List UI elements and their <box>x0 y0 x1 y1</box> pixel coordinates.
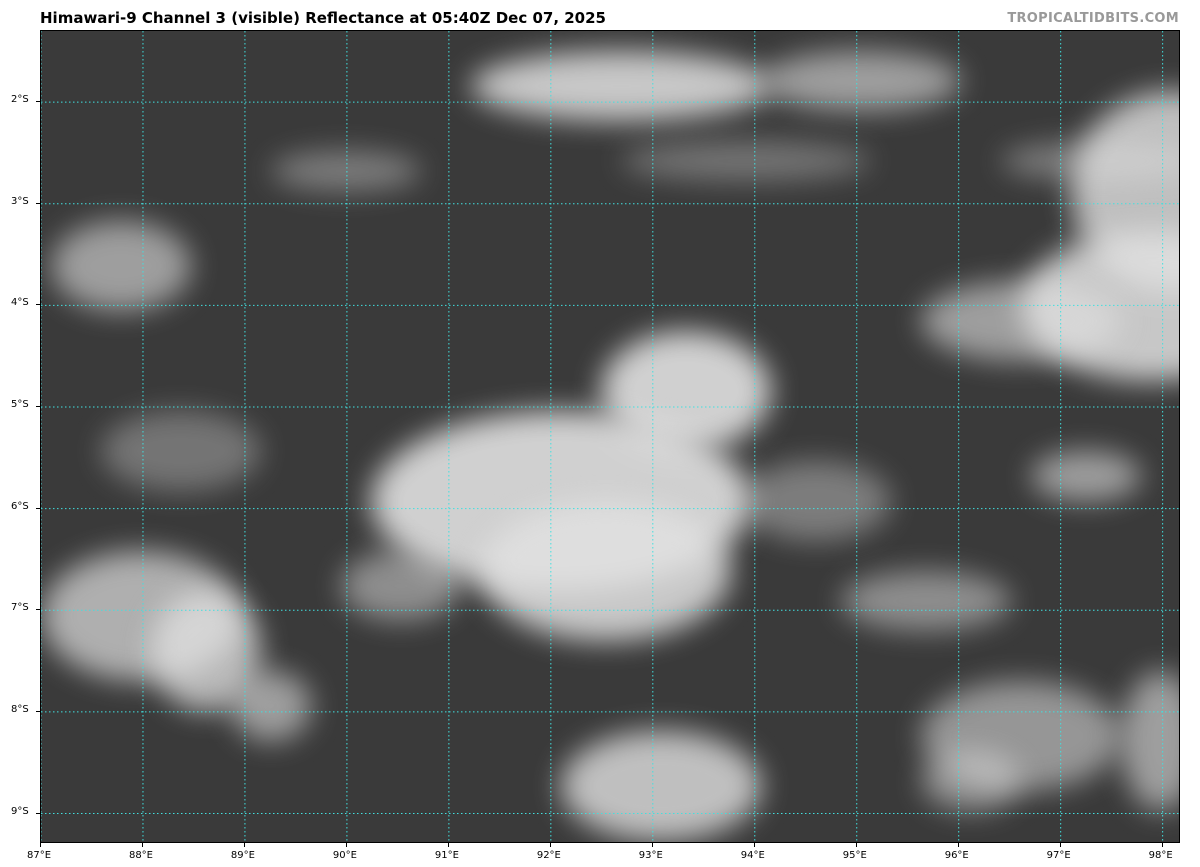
lon-tick-mark <box>141 843 143 847</box>
lon-tick-label: 98°E <box>1148 850 1173 861</box>
lon-tick-label: 93°E <box>638 850 663 861</box>
cloud-patch <box>51 221 191 311</box>
lon-tick-label: 94°E <box>740 850 765 861</box>
cloud-patch <box>341 551 461 621</box>
lon-tick-mark <box>1161 843 1163 847</box>
lat-tick-mark <box>36 304 40 306</box>
lat-tick-mark <box>36 101 40 103</box>
satellite-map <box>40 30 1180 843</box>
lon-tick-label: 91°E <box>434 850 459 861</box>
lat-tick-mark <box>36 609 40 611</box>
lon-tick-mark <box>243 843 245 847</box>
lat-tick-mark <box>36 812 40 814</box>
lon-tick-mark <box>40 843 41 847</box>
lat-tick-label: 8°S <box>11 703 29 715</box>
cloud-patch <box>741 461 891 541</box>
map-title: Himawari-9 Channel 3 (visible) Reflectan… <box>40 9 606 27</box>
cloud-imagery <box>41 31 1179 842</box>
graticule <box>41 31 1179 842</box>
lon-tick-label: 95°E <box>842 850 867 861</box>
lon-tick-mark <box>549 843 551 847</box>
lon-tick-label: 92°E <box>536 850 561 861</box>
cloud-patch <box>481 501 731 641</box>
lon-tick-mark <box>957 843 959 847</box>
lat-tick-mark <box>36 202 40 204</box>
cloud-patch <box>101 411 261 491</box>
lon-tick-mark <box>345 843 347 847</box>
cloud-patch <box>841 571 1011 631</box>
cloud-patch <box>761 51 961 111</box>
lon-tick-label: 89°E <box>230 850 255 861</box>
watermark: TROPICALTIDBITS.COM <box>1007 11 1179 26</box>
cloud-patch <box>231 671 311 741</box>
cloud-patch <box>271 151 421 191</box>
lon-tick-mark <box>651 843 653 847</box>
cloud-patch <box>1121 671 1179 811</box>
lat-tick-label: 6°S <box>11 500 29 512</box>
lat-tick-label: 3°S <box>11 195 29 207</box>
lon-tick-label: 96°E <box>944 850 969 861</box>
cloud-patch <box>1001 141 1179 181</box>
cloud-patch <box>471 51 771 121</box>
lat-tick-label: 9°S <box>11 805 29 817</box>
lon-tick-label: 90°E <box>332 850 357 861</box>
lon-tick-label: 97°E <box>1046 850 1071 861</box>
lon-tick-label: 88°E <box>128 850 153 861</box>
cloud-patch <box>561 731 761 841</box>
lat-tick-label: 7°S <box>11 602 29 614</box>
lat-tick-mark <box>36 507 40 509</box>
lon-tick-mark <box>855 843 857 847</box>
lat-tick-label: 5°S <box>11 399 29 410</box>
lat-tick-mark <box>36 710 40 712</box>
lon-tick-mark <box>1059 843 1061 847</box>
cloud-patch <box>1031 451 1141 501</box>
lon-tick-mark <box>753 843 755 847</box>
cloud-patch <box>921 751 1021 811</box>
lon-tick-mark <box>447 843 449 847</box>
cloud-patch <box>621 141 871 181</box>
lat-tick-label: 4°S <box>11 297 29 309</box>
lat-tick-label: 2°S <box>11 94 29 106</box>
lat-tick-mark <box>36 406 40 407</box>
cloud-patch <box>921 281 1121 361</box>
lon-tick-label: 87°E <box>27 850 52 861</box>
